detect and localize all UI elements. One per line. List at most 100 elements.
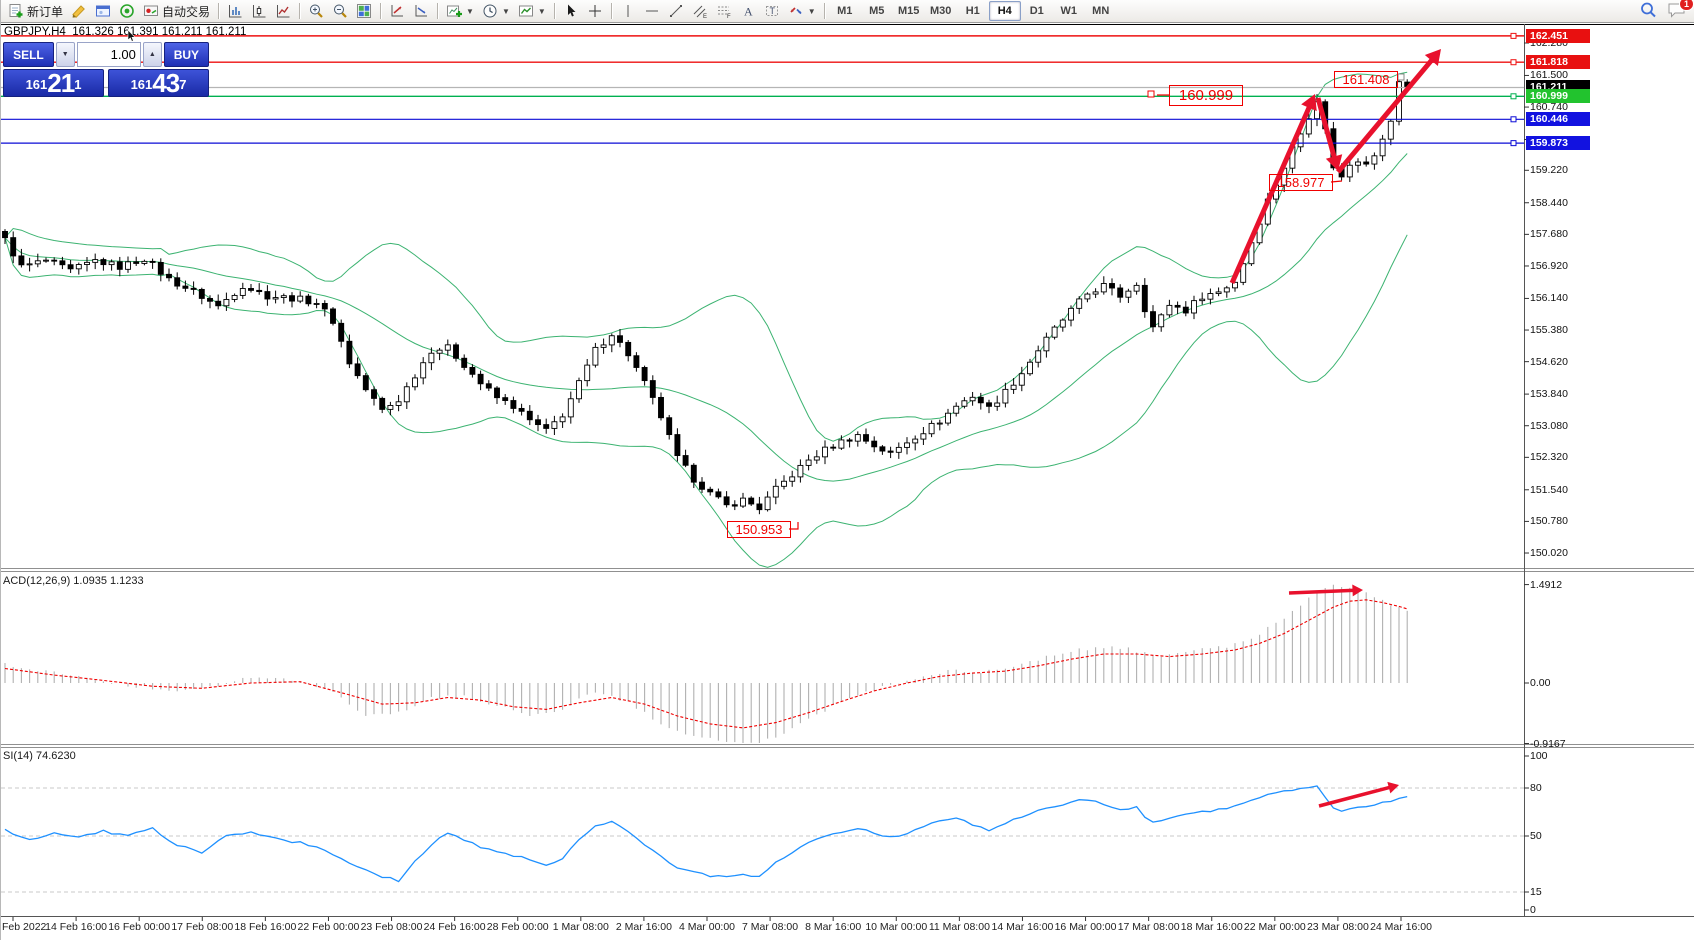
templates-button[interactable]: ▼ — [514, 0, 550, 22]
timeframe-h4[interactable]: H4 — [988, 1, 1021, 21]
tile-windows-icon — [356, 3, 372, 19]
fibonacci-icon: F — [716, 3, 732, 19]
toolbar-separator — [437, 3, 439, 19]
toolbar-separator — [299, 3, 301, 19]
fibonacci-button[interactable]: F — [712, 0, 736, 22]
indicator-axis-icon — [389, 3, 405, 19]
crayon-icon — [71, 3, 87, 19]
ohlc-values: 161.326 161.391 161.211 161.211 — [72, 26, 247, 38]
trendline-button[interactable] — [664, 0, 688, 22]
signal-button[interactable] — [115, 0, 139, 22]
chart-title: GBPJPY,H4 161.326 161.391 161.211 161.21… — [4, 26, 246, 38]
sell-price-big: 21 — [47, 68, 75, 98]
time-axis-label: 14 Mar 16:00 — [991, 921, 1054, 933]
macd-axis-label: 0.00 — [1530, 677, 1551, 689]
crayon-button[interactable] — [67, 0, 91, 22]
time-axis-label: 16 Mar 00:00 — [1054, 921, 1117, 933]
candlestick-chart-button[interactable] — [247, 0, 271, 22]
new-order-button[interactable]: 新订单 — [4, 0, 67, 22]
toolbar-separator — [553, 3, 555, 19]
text-button[interactable]: A — [736, 0, 760, 22]
time-axis-label: 8 Mar 16:00 — [805, 921, 862, 933]
time-axis-label: 24 Mar 16:00 — [1370, 921, 1432, 933]
symbol-timeframe: GBPJPY,H4 — [4, 26, 66, 38]
chat-button[interactable]: 1 — [1667, 0, 1694, 24]
rsi-axis-label: 100 — [1530, 750, 1548, 762]
new-order-icon — [8, 3, 24, 19]
notification-badge: 1 — [1678, 0, 1694, 11]
autotrading-button[interactable]: 自动交易 — [139, 0, 214, 22]
crosshair-button[interactable] — [583, 0, 607, 22]
market-window-button[interactable] — [91, 0, 115, 22]
timeframe-h1[interactable]: H1 — [965, 5, 980, 17]
cursor-button[interactable] — [559, 0, 583, 22]
channel-icon: E — [692, 3, 708, 19]
text-icon: A — [740, 3, 756, 19]
buy-price[interactable]: 161 43 7 — [108, 69, 209, 97]
horizontal-line-button[interactable] — [640, 0, 664, 22]
price-line-badge: 162.451 — [1526, 28, 1590, 43]
tile-windows-button[interactable] — [352, 0, 376, 22]
zoom-in-button[interactable] — [304, 0, 328, 22]
price-tick: 157.680 — [1530, 228, 1568, 241]
bar-chart-icon — [227, 3, 243, 19]
time-axis-label: 1 Mar 08:00 — [552, 921, 609, 933]
rsi-axis-label: 0 — [1530, 904, 1536, 916]
sell-price[interactable]: 161 21 1 — [3, 69, 104, 97]
timeframe-m5[interactable]: M5 — [869, 5, 885, 17]
horizontal-line-icon — [644, 3, 660, 19]
clock-icon — [482, 3, 498, 19]
time-axis-label: 11 Mar 08:00 — [928, 921, 990, 933]
timeframe-d1[interactable]: D1 — [1029, 5, 1044, 17]
rsi-indicator-label: SI(14) 74.6230 — [3, 750, 76, 762]
time-axis-label: 2 Mar 16:00 — [615, 921, 672, 933]
price-annotation-label: 160.999 — [1169, 85, 1243, 106]
one-click-trading-panel: SELL ▼ 1.00 ▲ BUY 161 21 1 161 43 7 — [3, 42, 209, 98]
add-indicator-button[interactable]: ▼ — [442, 0, 478, 22]
periods-button[interactable]: ▼ — [478, 0, 514, 22]
text-label-button[interactable]: T — [760, 0, 784, 22]
chevron-down-icon: ▼ — [466, 6, 474, 16]
time-axis-label: 22 Feb 00:00 — [297, 921, 360, 933]
timeframe-m30[interactable]: M30 — [930, 5, 952, 17]
autotrading-label: 自动交易 — [162, 4, 211, 19]
timeframe-mn[interactable]: MN — [1092, 5, 1110, 17]
time-axis-label: 28 Feb 00:00 — [486, 921, 549, 933]
arrows-button[interactable]: ▼ — [784, 0, 820, 22]
buy-button[interactable]: BUY — [163, 42, 209, 67]
toolbar-separator — [823, 3, 825, 19]
sell-button[interactable]: SELL — [3, 42, 54, 67]
zoom-out-button[interactable] — [328, 0, 352, 22]
price-annotation-label: 158.977 — [1269, 174, 1333, 191]
text-label-icon: T — [764, 3, 780, 19]
price-line-badge: 159.873 — [1526, 136, 1590, 151]
rsi-axis-label: 50 — [1530, 830, 1542, 842]
main-toolbar: 新订单 自动交易 ▼ ▼ ▼ E F A T ▼ — [1, 0, 1694, 23]
chart-area[interactable]: GBPJPY,H4 161.326 161.391 161.211 161.21… — [1, 24, 1694, 940]
svg-text:A: A — [744, 5, 753, 19]
time-axis-label: 7 Mar 08:00 — [742, 921, 799, 933]
time-axis-label: 17 Mar 08:00 — [1117, 921, 1180, 933]
triangle-up-icon: ▲ — [148, 51, 156, 58]
volume-increase-button[interactable]: ▲ — [142, 42, 162, 67]
volume-decrease-button[interactable]: ▼ — [55, 42, 75, 67]
price-annotation-label: 150.953 — [727, 521, 791, 538]
channel-button[interactable]: E — [688, 0, 712, 22]
price-tick: 151.540 — [1530, 483, 1568, 496]
price-tick: 153.080 — [1530, 419, 1568, 432]
timeframe-m15[interactable]: M15 — [898, 5, 920, 17]
timeframe-w1[interactable]: W1 — [1060, 5, 1077, 17]
search-icon[interactable] — [1639, 1, 1657, 24]
timeframe-m1[interactable]: M1 — [837, 5, 853, 17]
vertical-line-button[interactable] — [616, 0, 640, 22]
volume-input[interactable]: 1.00 — [76, 42, 141, 67]
price-tick: 158.440 — [1530, 196, 1568, 209]
line-chart-button[interactable] — [271, 0, 295, 22]
bar-chart-button[interactable] — [223, 0, 247, 22]
autotrading-icon — [143, 3, 159, 19]
indicator-window2-button[interactable] — [409, 0, 433, 22]
indicator-window-button[interactable] — [385, 0, 409, 22]
price-tick: 154.620 — [1530, 355, 1568, 368]
